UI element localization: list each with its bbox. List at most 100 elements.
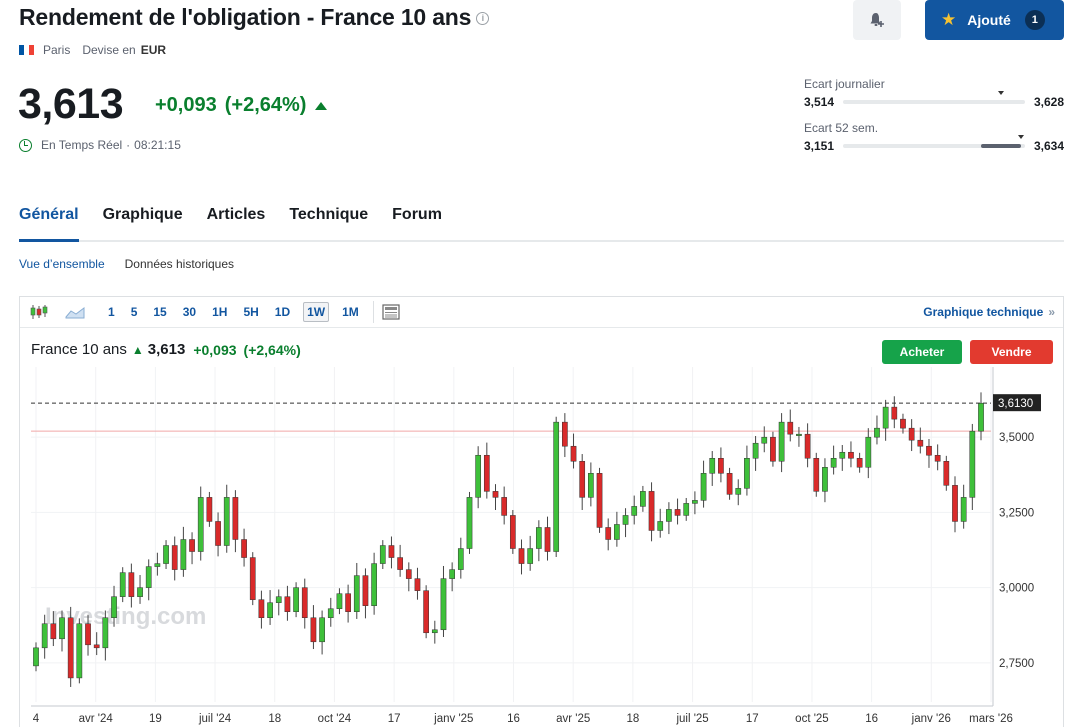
price-chart[interactable]: 4 avr '24 19 juil '24 18 oct '24 17 janv '25 16 a…	[20, 297, 1065, 727]
candle-up	[102, 617, 109, 649]
tab-technical[interactable]: Technique	[289, 206, 369, 223]
candle-down	[345, 593, 351, 612]
x-tick-label: juil '24	[198, 713, 232, 725]
candle-up	[865, 436, 872, 468]
candle-up	[631, 506, 638, 516]
sell-button[interactable]: Vendre	[970, 340, 1053, 364]
candle-down	[926, 445, 932, 456]
exchange-label: Paris	[43, 43, 71, 57]
candle-up	[379, 545, 386, 564]
candle-up	[327, 608, 334, 618]
candle-up	[431, 629, 438, 634]
candle-down	[562, 421, 568, 447]
candle-up	[163, 545, 169, 564]
y-tick-label: 2,7500	[999, 658, 1034, 670]
tab-articles[interactable]: Articles	[206, 206, 266, 223]
timeframe-1m[interactable]: 1M	[342, 305, 359, 319]
candle-up	[119, 572, 126, 597]
candle-up	[744, 458, 750, 489]
timeframe-1h[interactable]: 1H	[212, 305, 228, 319]
x-tick-label: avr '24	[79, 713, 114, 725]
x-tick-label: 17	[388, 713, 401, 725]
time-separator: ·	[126, 138, 131, 152]
candle-down	[848, 451, 854, 459]
area-chart-icon[interactable]	[64, 302, 86, 322]
candle-up	[709, 458, 716, 474]
info-icon[interactable]: i	[476, 12, 490, 25]
timeframe-1w[interactable]: 1W	[303, 302, 330, 322]
technical-chart-link[interactable]: Graphique technique»	[923, 305, 1055, 319]
candle-up	[640, 491, 646, 507]
timeframe-15[interactable]: 15	[153, 305, 167, 319]
candle-up	[449, 569, 455, 579]
candle-up	[137, 587, 143, 597]
candle-up	[440, 578, 447, 631]
instrument-meta: Paris Devise en EUR	[19, 43, 166, 57]
candle-up	[614, 524, 620, 540]
candle-down	[206, 497, 213, 522]
timeframe-5h[interactable]: 5H	[243, 305, 259, 319]
arrow-up-icon	[315, 101, 328, 110]
candle-down	[518, 548, 525, 564]
candle-up	[735, 488, 742, 495]
x-tick-label: 19	[149, 713, 162, 725]
subtab-overview[interactable]: Vue d’ensemble	[19, 257, 105, 271]
legend-price: 3,613	[147, 341, 186, 358]
change-value: +0,093	[155, 94, 217, 116]
candle-down	[804, 433, 811, 459]
candle-down	[189, 539, 195, 552]
week52-range-high: 3,634	[1033, 139, 1064, 153]
candle-down	[258, 599, 265, 618]
watchlist-count-badge: 1	[1024, 10, 1045, 30]
candle-up	[466, 497, 473, 549]
tab-forum[interactable]: Forum	[392, 206, 442, 223]
legend-up-arrow-icon: ▲	[131, 342, 144, 357]
x-tick-label: 18	[268, 713, 281, 725]
week52-range-fill	[981, 144, 1022, 148]
candle-up	[457, 548, 464, 570]
candle-up	[180, 539, 187, 570]
candle-up	[527, 548, 534, 564]
candle-down	[596, 473, 603, 528]
buy-button[interactable]: Acheter	[882, 340, 962, 364]
last-price-tag	[993, 394, 1041, 412]
change-percent: (+2,64%)	[224, 94, 307, 116]
candle-down	[908, 427, 915, 441]
candle-down	[310, 617, 317, 643]
candle-down	[67, 617, 74, 679]
timeframe-5[interactable]: 5	[130, 305, 138, 319]
week52-range-low: 3,151	[804, 139, 835, 153]
candle-down	[770, 436, 776, 462]
tab-general[interactable]: Général	[19, 204, 79, 242]
x-tick-label: 18	[626, 713, 639, 725]
week52-range-bar	[843, 135, 1025, 148]
x-tick-label: janv '25	[433, 713, 473, 725]
x-tick-label: 4	[33, 713, 40, 725]
candle-down	[544, 527, 551, 552]
candle-down	[900, 418, 906, 429]
subtab-historical-data[interactable]: Données historiques	[124, 257, 235, 271]
candle-down	[93, 644, 100, 649]
timeframe-1[interactable]: 1	[108, 305, 115, 319]
candlestick-icon[interactable]	[28, 302, 50, 322]
sub-tabs: Vue d’ensemble Données historiques	[19, 257, 254, 271]
timeframe-1d[interactable]: 1D	[274, 305, 291, 319]
watchlist-added-button[interactable]: ★ Ajouté 1	[925, 0, 1064, 40]
clock-icon	[19, 138, 32, 152]
candle-up	[657, 521, 664, 531]
x-tick-label: 16	[507, 713, 520, 725]
alert-bell-button[interactable]	[853, 0, 901, 40]
chart-legend: France 10 ans ▲ 3,613 +0,093 (+2,64%)	[31, 341, 301, 358]
timeframe-30[interactable]: 30	[182, 305, 197, 319]
daily-range-label: Ecart journalier	[804, 77, 885, 91]
table-view-icon[interactable]	[380, 302, 402, 322]
tab-chart[interactable]: Graphique	[102, 206, 183, 223]
currency-value: EUR	[140, 43, 167, 57]
page-title: Rendement de l'obligation - France 10 an…	[19, 4, 490, 31]
candle-down	[787, 421, 794, 435]
candle-down	[501, 497, 508, 516]
candle-up	[336, 593, 343, 609]
x-tick-label: 17	[746, 713, 759, 725]
candle-up	[822, 467, 828, 492]
candle-up	[353, 575, 360, 612]
